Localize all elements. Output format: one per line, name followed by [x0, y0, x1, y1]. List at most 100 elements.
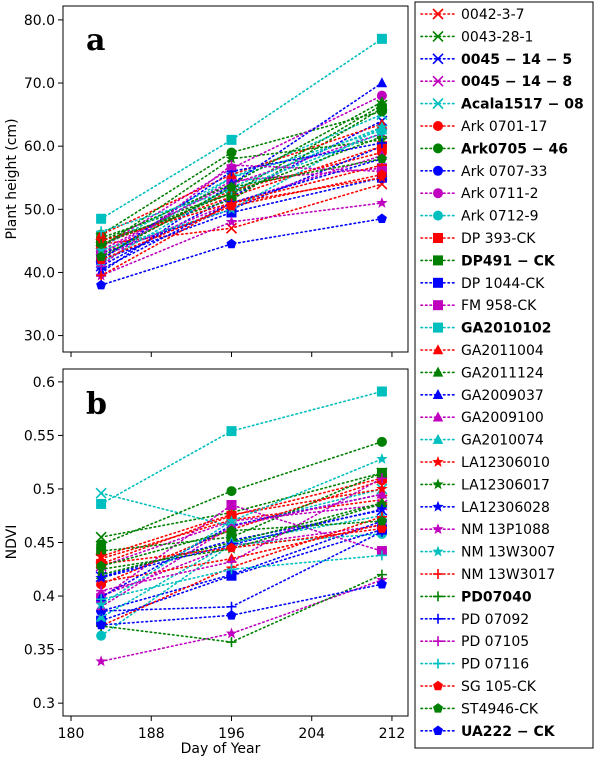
- y-tick-label: 0.45: [24, 536, 55, 552]
- data-point: [226, 207, 237, 218]
- series-line: [100, 583, 383, 626]
- data-point: [225, 627, 238, 639]
- data-point: [226, 134, 237, 145]
- legend-marker: [433, 322, 443, 333]
- legend-label: LA12306010: [461, 455, 550, 471]
- legend-label: DP491 − CK: [461, 253, 556, 269]
- series-line: [100, 493, 383, 608]
- data-point: [96, 279, 107, 290]
- legend-entry-dp-393-ck: DP 393-CK: [420, 231, 536, 247]
- y-tick-label: 0.55: [24, 428, 55, 444]
- series-pd-07105: [96, 160, 387, 272]
- legend-entry-ua222-ck: UA222 − CK: [420, 724, 556, 740]
- legend-entry-ark-0712-9: Ark 0712-9: [420, 209, 538, 225]
- legend-marker: [432, 53, 444, 65]
- y-tick-label: 30.0: [24, 329, 55, 345]
- series-line: [100, 82, 383, 274]
- series-line: [100, 440, 383, 546]
- legend-marker: [433, 143, 443, 154]
- data-point: [226, 525, 237, 535]
- data-point: [376, 103, 387, 114]
- series-ark-0712-9: [96, 528, 387, 641]
- series-line: [100, 528, 383, 622]
- legend-label: Acala1517 − 08: [461, 97, 584, 113]
- data-point: [95, 611, 107, 622]
- y-tick-label: 50.0: [24, 202, 55, 218]
- legend-label: GA2010102: [461, 321, 552, 337]
- legend-entry-pd-07105: PD 07105: [420, 634, 529, 650]
- data-point: [226, 181, 237, 192]
- legend-marker: [433, 188, 443, 199]
- data-point: [226, 160, 237, 171]
- legend-entry-0045-14-5: 0045 − 14 − 5: [420, 52, 572, 68]
- panel-label: b: [86, 387, 107, 422]
- series-ga2010102: [96, 386, 387, 509]
- data-point: [226, 500, 237, 511]
- data-point: [226, 564, 237, 575]
- data-point: [376, 515, 387, 526]
- legend-label: GA2010074: [461, 433, 544, 449]
- legend-marker: [432, 30, 444, 42]
- series-dp-393-ck: [96, 473, 387, 569]
- x-tick-label: 212: [379, 726, 406, 742]
- legend-marker: [433, 277, 443, 288]
- series-line: [100, 579, 383, 663]
- legend-label: PD 07116: [461, 657, 529, 673]
- series-line: [100, 504, 383, 567]
- data-point: [95, 576, 107, 587]
- data-point: [226, 542, 237, 553]
- legend-entry-acala1517-08: Acala1517 − 08: [420, 97, 584, 113]
- legend-entry-ga2010102: GA2010102: [420, 321, 552, 337]
- y-tick-label: 0.3: [33, 696, 55, 712]
- legend-label: LA12306017: [461, 477, 550, 493]
- data-point: [376, 550, 387, 561]
- data-point: [96, 630, 107, 641]
- data-point: [376, 121, 388, 133]
- data-point: [376, 452, 388, 464]
- data-point: [95, 571, 107, 583]
- data-point: [226, 147, 237, 158]
- data-point: [225, 152, 238, 164]
- data-point: [376, 96, 388, 107]
- legend-label: SG 105-CK: [461, 679, 537, 695]
- legend-entry-nm-13p1088: NM 13P1088: [420, 522, 550, 538]
- legend-entry-ga2011004: GA2011004: [420, 343, 544, 359]
- data-point: [96, 213, 107, 224]
- series-line: [100, 573, 383, 643]
- legend-marker: [433, 569, 443, 579]
- data-point: [376, 213, 387, 224]
- x-tick-label: 204: [298, 726, 325, 742]
- legend-label: ST4946-CK: [461, 701, 539, 717]
- series-line: [100, 554, 383, 601]
- data-point: [376, 128, 387, 139]
- legend-marker: [432, 523, 444, 535]
- legend-label: Ark 0711-2: [461, 186, 538, 202]
- series-ua222-ck: [96, 579, 387, 630]
- legend-label: GA2009037: [461, 388, 544, 404]
- series-ga2009037: [95, 77, 388, 277]
- data-point: [95, 531, 107, 543]
- data-point: [96, 560, 107, 571]
- legend-marker: [433, 165, 443, 176]
- data-point: [95, 550, 107, 562]
- legend-entry-dp-1044-ck: DP 1044-CK: [420, 276, 545, 292]
- data-point: [376, 579, 387, 589]
- legend-marker: [432, 98, 444, 110]
- y-axis-label: Plant height (cm): [4, 118, 20, 239]
- legend-entry-ark0705-46: Ark0705 − 46: [420, 141, 568, 157]
- series-line: [100, 533, 383, 637]
- series-line: [100, 515, 383, 627]
- legend-entry-ga2010074: GA2010074: [420, 433, 544, 449]
- series-line: [100, 135, 383, 245]
- legend-marker: [432, 456, 444, 467]
- legend-label: NM 13W3017: [461, 567, 555, 583]
- data-point: [376, 153, 387, 164]
- y-tick-label: 40.0: [24, 265, 55, 281]
- legend-label: Ark 0712-9: [461, 209, 538, 225]
- panel-b-ndvi: 0.3 0.35 0.4 0.45 0.5 0.55 0.6 180 188 196 204 212 N…: [4, 368, 409, 757]
- legend-marker: [432, 366, 444, 377]
- x-tick-label: 180: [58, 726, 85, 742]
- legend-label: PD07040: [461, 589, 532, 605]
- y-tick-label: 80.0: [24, 13, 55, 29]
- data-point: [226, 570, 237, 581]
